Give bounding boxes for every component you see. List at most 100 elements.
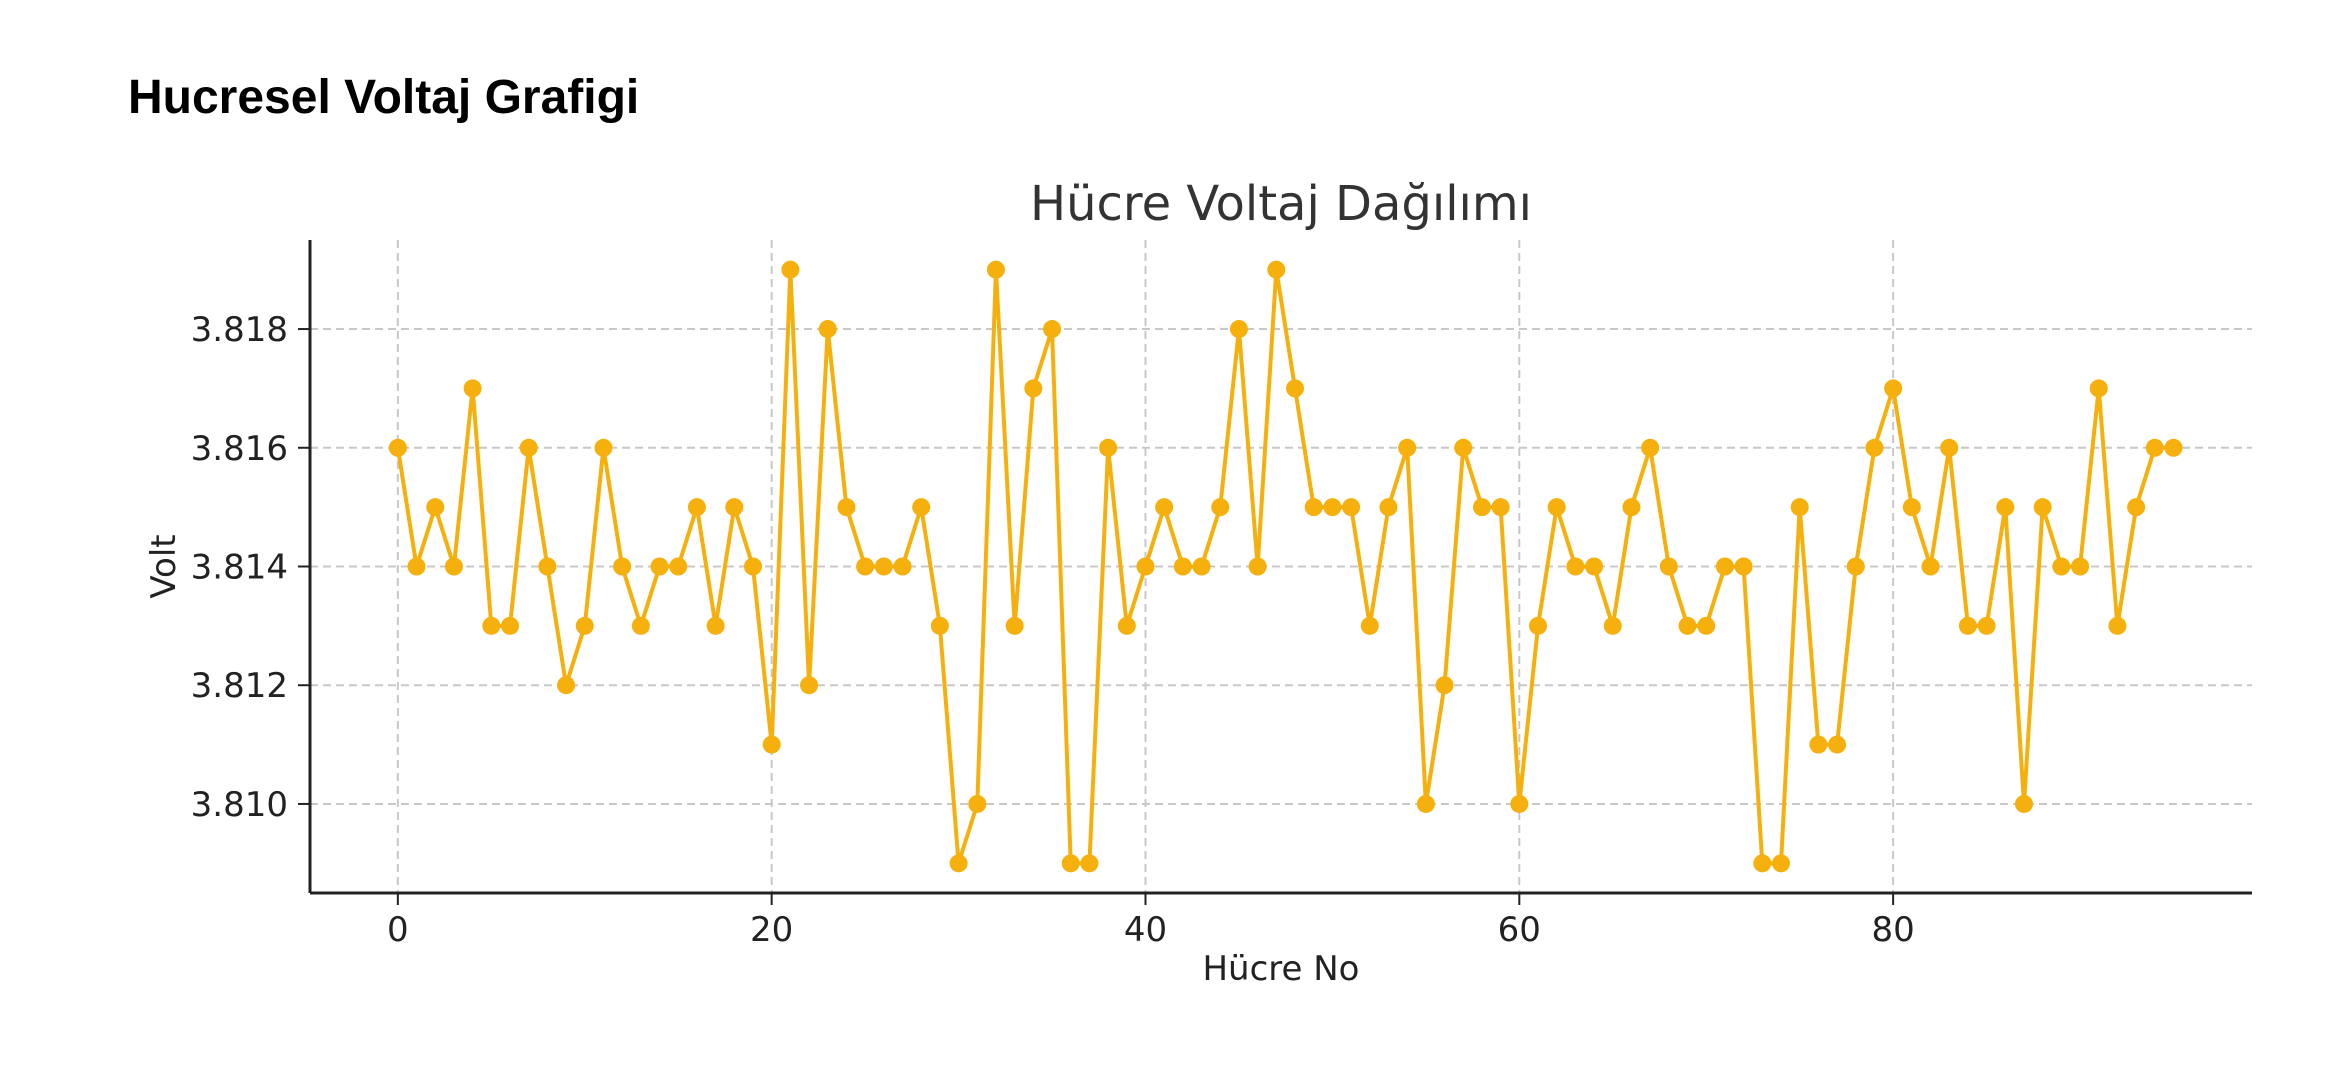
data-point [2164, 438, 2183, 457]
data-point [1828, 735, 1847, 754]
data-point [1398, 438, 1417, 457]
data-point [706, 616, 725, 635]
data-point [1061, 854, 1080, 873]
data-point [930, 616, 949, 635]
data-point [1977, 616, 1996, 635]
data-point [2127, 498, 2146, 517]
data-point [1585, 557, 1604, 576]
x-tick-label: 80 [1871, 910, 1914, 950]
data-point [519, 438, 538, 457]
data-point [669, 557, 688, 576]
data-point [2108, 616, 2127, 635]
data-point [1603, 616, 1622, 635]
data-point [1996, 498, 2015, 517]
data-point [1342, 498, 1361, 517]
data-point [557, 676, 576, 695]
data-point [1080, 854, 1099, 873]
data-point [1884, 379, 1903, 398]
data-point [1715, 557, 1734, 576]
data-point [986, 260, 1005, 279]
series-line [395, 267, 2174, 866]
data-point [1229, 320, 1248, 339]
data-point [1099, 438, 1118, 457]
x-tick-label: 60 [1498, 910, 1541, 950]
data-point [1155, 498, 1174, 517]
y-axis-label: Volt [144, 534, 184, 598]
y-tick-label: 3.818 [191, 310, 288, 350]
data-point [818, 320, 837, 339]
data-point [1529, 616, 1548, 635]
data-point [538, 557, 557, 576]
data-point [912, 498, 931, 517]
data-point [2071, 557, 2090, 576]
data-point [1416, 794, 1435, 813]
chart-title: Hücre Voltaj Dağılımı [1030, 176, 1532, 232]
data-point [407, 557, 426, 576]
data-point [1697, 616, 1716, 635]
data-point [1136, 557, 1155, 576]
data-point [1622, 498, 1641, 517]
data-point [2145, 438, 2164, 457]
data-point [837, 498, 856, 517]
data-point [1286, 379, 1305, 398]
data-point [1958, 616, 1977, 635]
data-point [426, 498, 445, 517]
data-point [1267, 260, 1286, 279]
data-point [482, 616, 501, 635]
data-point [687, 498, 706, 517]
axis-ticks: 3.810 3.812 3.814 3.816 3.818 0 20 40 60 80 [191, 310, 1915, 950]
x-tick-label: 0 [387, 910, 409, 950]
data-point [1902, 498, 1921, 517]
data-point [500, 616, 519, 635]
data-point [781, 260, 800, 279]
data-point [1304, 498, 1323, 517]
y-tick-label: 3.812 [191, 666, 288, 706]
data-point [1192, 557, 1211, 576]
data-point [949, 854, 968, 873]
data-point [1043, 320, 1062, 339]
data-point [1173, 557, 1192, 576]
data-point [1865, 438, 1884, 457]
data-point [1940, 438, 1959, 457]
data-point [1510, 794, 1529, 813]
data-point [631, 616, 650, 635]
data-point [1024, 379, 1043, 398]
data-point [388, 438, 407, 457]
data-point [575, 616, 594, 635]
data-point [2014, 794, 2033, 813]
data-point [1491, 498, 1510, 517]
data-point [1809, 735, 1828, 754]
y-tick-label: 3.810 [191, 785, 288, 825]
data-point [463, 379, 482, 398]
data-point [762, 735, 781, 754]
data-point [1547, 498, 1566, 517]
data-point [968, 794, 987, 813]
x-tick-label: 20 [750, 910, 793, 950]
data-point [1117, 616, 1136, 635]
data-point [725, 498, 744, 517]
data-point [594, 438, 613, 457]
data-point [1753, 854, 1772, 873]
data-point [1360, 616, 1379, 635]
y-tick-label: 3.816 [191, 429, 288, 469]
data-point [2089, 379, 2108, 398]
data-point [1659, 557, 1678, 576]
data-point [1248, 557, 1267, 576]
data-point [2052, 557, 2071, 576]
data-point [893, 557, 912, 576]
data-point [1790, 498, 1809, 517]
data-point [1734, 557, 1753, 576]
data-point [613, 557, 632, 576]
data-point [743, 557, 762, 576]
data-point [2033, 498, 2052, 517]
data-point [650, 557, 669, 576]
page-heading: Hucresel Voltaj Grafigi [128, 71, 640, 124]
x-axis-label: Hücre No [1202, 949, 1359, 989]
series-layer [388, 260, 2183, 873]
data-point [1641, 438, 1660, 457]
data-point [444, 557, 463, 576]
data-point [1454, 438, 1473, 457]
data-point [1846, 557, 1865, 576]
data-point [1921, 557, 1940, 576]
